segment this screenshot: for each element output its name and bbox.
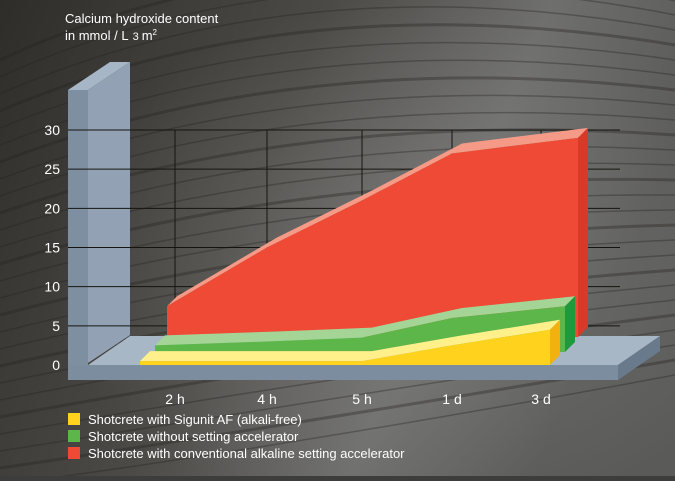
title-unit-mid: 3 xyxy=(133,31,139,43)
base-platform-front xyxy=(68,365,618,380)
y-tick-label: 15 xyxy=(44,240,60,256)
x-tick-label: 1 d xyxy=(442,391,461,407)
chart-title-line-1: Calcium hydroxide content xyxy=(65,11,219,26)
title-unit-sup: 2 xyxy=(153,28,158,37)
y-tick-label: 20 xyxy=(44,200,60,216)
legend-swatch xyxy=(68,430,80,442)
legend-swatch xyxy=(68,413,80,425)
title-unit-prefix: in mmol / L xyxy=(65,28,129,43)
legend-swatch xyxy=(68,447,80,459)
legend-label: Shotcrete without setting accelerator xyxy=(88,429,299,444)
y-tick-label: 25 xyxy=(44,161,60,177)
y-tick-label: 30 xyxy=(44,122,60,138)
x-tick-label: 4 h xyxy=(257,391,276,407)
x-tick-label: 3 d xyxy=(531,391,550,407)
y-tick-label: 10 xyxy=(44,279,60,295)
y-tick-label: 5 xyxy=(52,318,60,334)
title-unit-m: m xyxy=(142,28,153,43)
series-conventional-accelerator-area-side xyxy=(578,128,588,337)
legend-label: Shotcrete with Sigunit AF (alkali-free) xyxy=(88,412,302,427)
axis-wall-front xyxy=(68,90,88,380)
x-tick-label: 5 h xyxy=(352,391,371,407)
y-tick-label: 0 xyxy=(52,357,60,373)
legend-label: Shotcrete with conventional alkaline set… xyxy=(88,446,405,461)
axis-wall-side xyxy=(88,62,130,363)
x-tick-label: 2 h xyxy=(165,391,184,407)
